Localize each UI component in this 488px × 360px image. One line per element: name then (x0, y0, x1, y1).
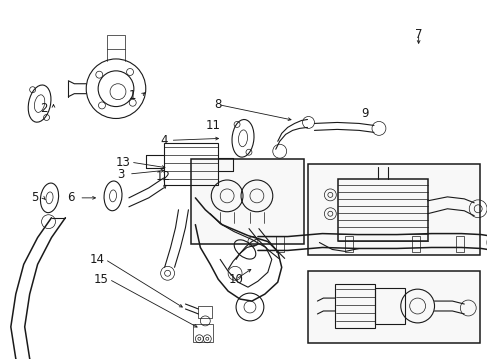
Text: 14: 14 (89, 253, 104, 266)
Text: 3: 3 (117, 167, 124, 181)
Text: 2: 2 (40, 102, 47, 115)
Text: 13: 13 (115, 156, 130, 168)
Bar (163, 143, 218, 185)
Bar (345, 235, 352, 252)
Text: 12: 12 (156, 170, 171, 183)
Bar (275, 235, 283, 252)
Bar (455, 235, 463, 252)
Text: 10: 10 (228, 273, 243, 286)
Bar (335, 284, 374, 328)
Bar (374, 288, 404, 324)
Bar (198, 306, 212, 318)
Bar (107, 35, 124, 49)
Bar (307, 164, 479, 255)
Text: 7: 7 (414, 28, 422, 41)
Bar (193, 324, 213, 342)
Bar (411, 235, 419, 252)
Text: 5: 5 (31, 192, 38, 204)
Text: 11: 11 (205, 119, 220, 132)
Text: 4: 4 (160, 134, 167, 147)
Text: 8: 8 (214, 98, 222, 111)
Bar (338, 179, 427, 240)
Text: 6: 6 (67, 192, 75, 204)
Text: 9: 9 (361, 107, 368, 120)
Bar (307, 271, 479, 342)
Bar (191, 158, 303, 244)
Text: 15: 15 (94, 273, 108, 286)
Text: 1: 1 (129, 89, 136, 102)
